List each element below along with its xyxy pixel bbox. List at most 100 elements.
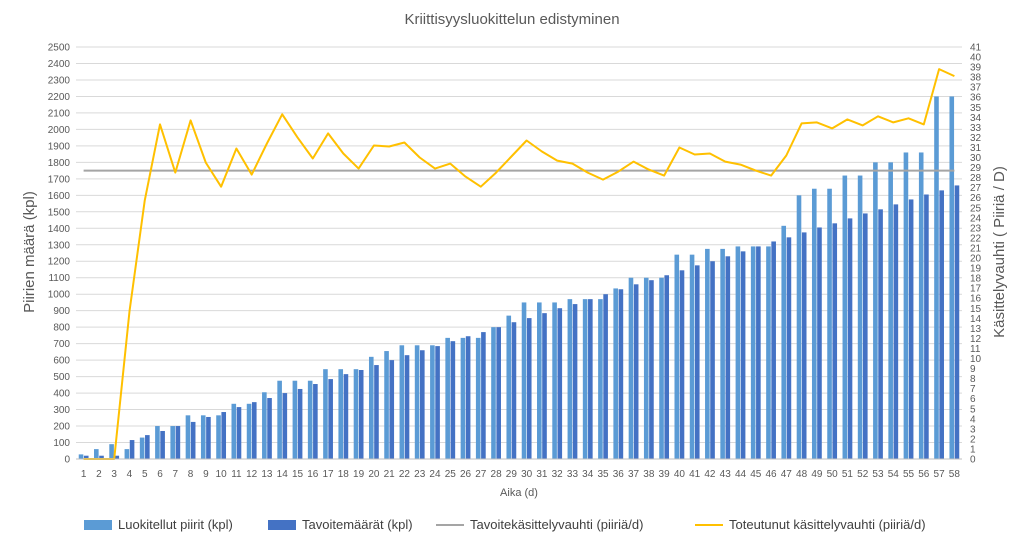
y-tick-label: 1300: [48, 240, 71, 251]
bar: [649, 280, 654, 459]
x-tick-label: 36: [613, 469, 625, 480]
bar: [404, 355, 410, 459]
bar: [618, 289, 624, 459]
bar: [129, 440, 135, 459]
bar: [705, 248, 710, 459]
bar: [170, 426, 175, 459]
x-tick-label: 31: [536, 469, 548, 480]
y-tick-label: 1400: [48, 224, 71, 235]
y-tick-label: 1800: [48, 158, 71, 169]
y2-tick-label: 24: [970, 213, 982, 224]
bar: [216, 415, 221, 459]
y-tick-label: 2000: [48, 125, 71, 136]
x-tick-label: 50: [827, 469, 839, 480]
y-tick-label: 500: [53, 372, 70, 383]
bar: [231, 403, 237, 459]
bar: [888, 162, 893, 460]
x-tick-label: 4: [127, 469, 133, 480]
x-tick-label: 8: [188, 469, 194, 480]
bar: [99, 455, 104, 459]
y2-tick-label: 36: [970, 93, 982, 104]
y-tick-label: 1200: [48, 257, 71, 268]
bar: [236, 407, 242, 459]
y-tick-label: 1600: [48, 191, 71, 202]
bar: [552, 302, 557, 459]
bars: [78, 96, 960, 460]
bar: [796, 195, 802, 459]
bar: [450, 341, 456, 459]
bar: [766, 246, 771, 459]
y2-tick-label: 17: [970, 284, 982, 295]
bar: [557, 308, 563, 459]
bar: [114, 455, 120, 459]
bar: [496, 327, 501, 459]
y2-tick-label: 21: [970, 243, 982, 254]
x-tick-label: 16: [307, 469, 319, 480]
x-tick-label: 44: [735, 469, 747, 480]
x-tick-label: 24: [429, 469, 441, 480]
y2-tick-label: 31: [970, 143, 982, 154]
x-tick-label: 34: [582, 469, 594, 480]
lines: [83, 68, 955, 460]
x-axis-ticks: 1 2 3 4 5 6 7 8 9 10 11 12 13 14 15 16 17 18 19 20 21 22 23 24 2…: [81, 469, 961, 480]
bar: [78, 454, 84, 459]
bar: [145, 435, 150, 459]
bar: [588, 299, 593, 459]
x-tick-label: 42: [704, 469, 716, 480]
bar: [282, 393, 288, 459]
bar: [277, 380, 282, 459]
y2-tick-label: 7: [970, 384, 976, 395]
bar: [710, 261, 715, 459]
bar: [445, 337, 450, 459]
x-tick-label: 33: [567, 469, 579, 480]
y2-tick-label: 16: [970, 294, 982, 305]
bar: [903, 152, 909, 460]
y2-tick-label: 19: [970, 264, 982, 275]
bar: [465, 336, 471, 459]
y-axis-label: Piirien määrä (kpl): [21, 191, 38, 313]
bar: [328, 379, 333, 459]
x-tick-label: 41: [689, 469, 701, 480]
bar: [537, 302, 542, 459]
bar: [801, 232, 807, 459]
bar: [374, 365, 379, 459]
bar: [358, 370, 364, 459]
bar: [771, 241, 776, 459]
bar: [526, 318, 532, 459]
bar: [659, 277, 664, 459]
y-tick-label: 2300: [48, 75, 71, 86]
bar: [786, 237, 792, 459]
bar: [832, 223, 838, 459]
bar: [399, 345, 405, 459]
x-tick-label: 13: [261, 469, 273, 480]
bar: [781, 225, 787, 459]
y-tick-label: 2200: [48, 92, 71, 103]
x-tick-label: 26: [460, 469, 472, 480]
bar: [190, 421, 196, 459]
bar: [368, 356, 374, 459]
x-tick-label: 39: [659, 469, 671, 480]
x-tick-label: 54: [888, 469, 900, 480]
y2-tick-label: 10: [970, 354, 982, 365]
bar: [323, 369, 328, 459]
bar: [924, 194, 929, 459]
legend-label: Toteutunut käsittelyvauhti (piiriä/d): [729, 517, 926, 532]
bar: [414, 345, 420, 459]
bar: [313, 384, 318, 459]
y2-tick-label: 30: [970, 153, 982, 164]
y2-tick-label: 1: [970, 444, 976, 455]
bar: [725, 256, 731, 459]
bar: [94, 449, 99, 459]
bar: [603, 294, 608, 459]
bar: [246, 403, 252, 459]
y-tick-label: 400: [53, 389, 70, 400]
bar: [908, 199, 914, 459]
bar: [251, 402, 257, 459]
bar: [109, 444, 114, 459]
bar: [811, 188, 817, 459]
y2-tick-label: 8: [970, 374, 976, 385]
y2-tick-label: 23: [970, 223, 982, 234]
bar: [740, 251, 746, 459]
bar: [674, 254, 680, 459]
y2-tick-label: 29: [970, 163, 982, 174]
